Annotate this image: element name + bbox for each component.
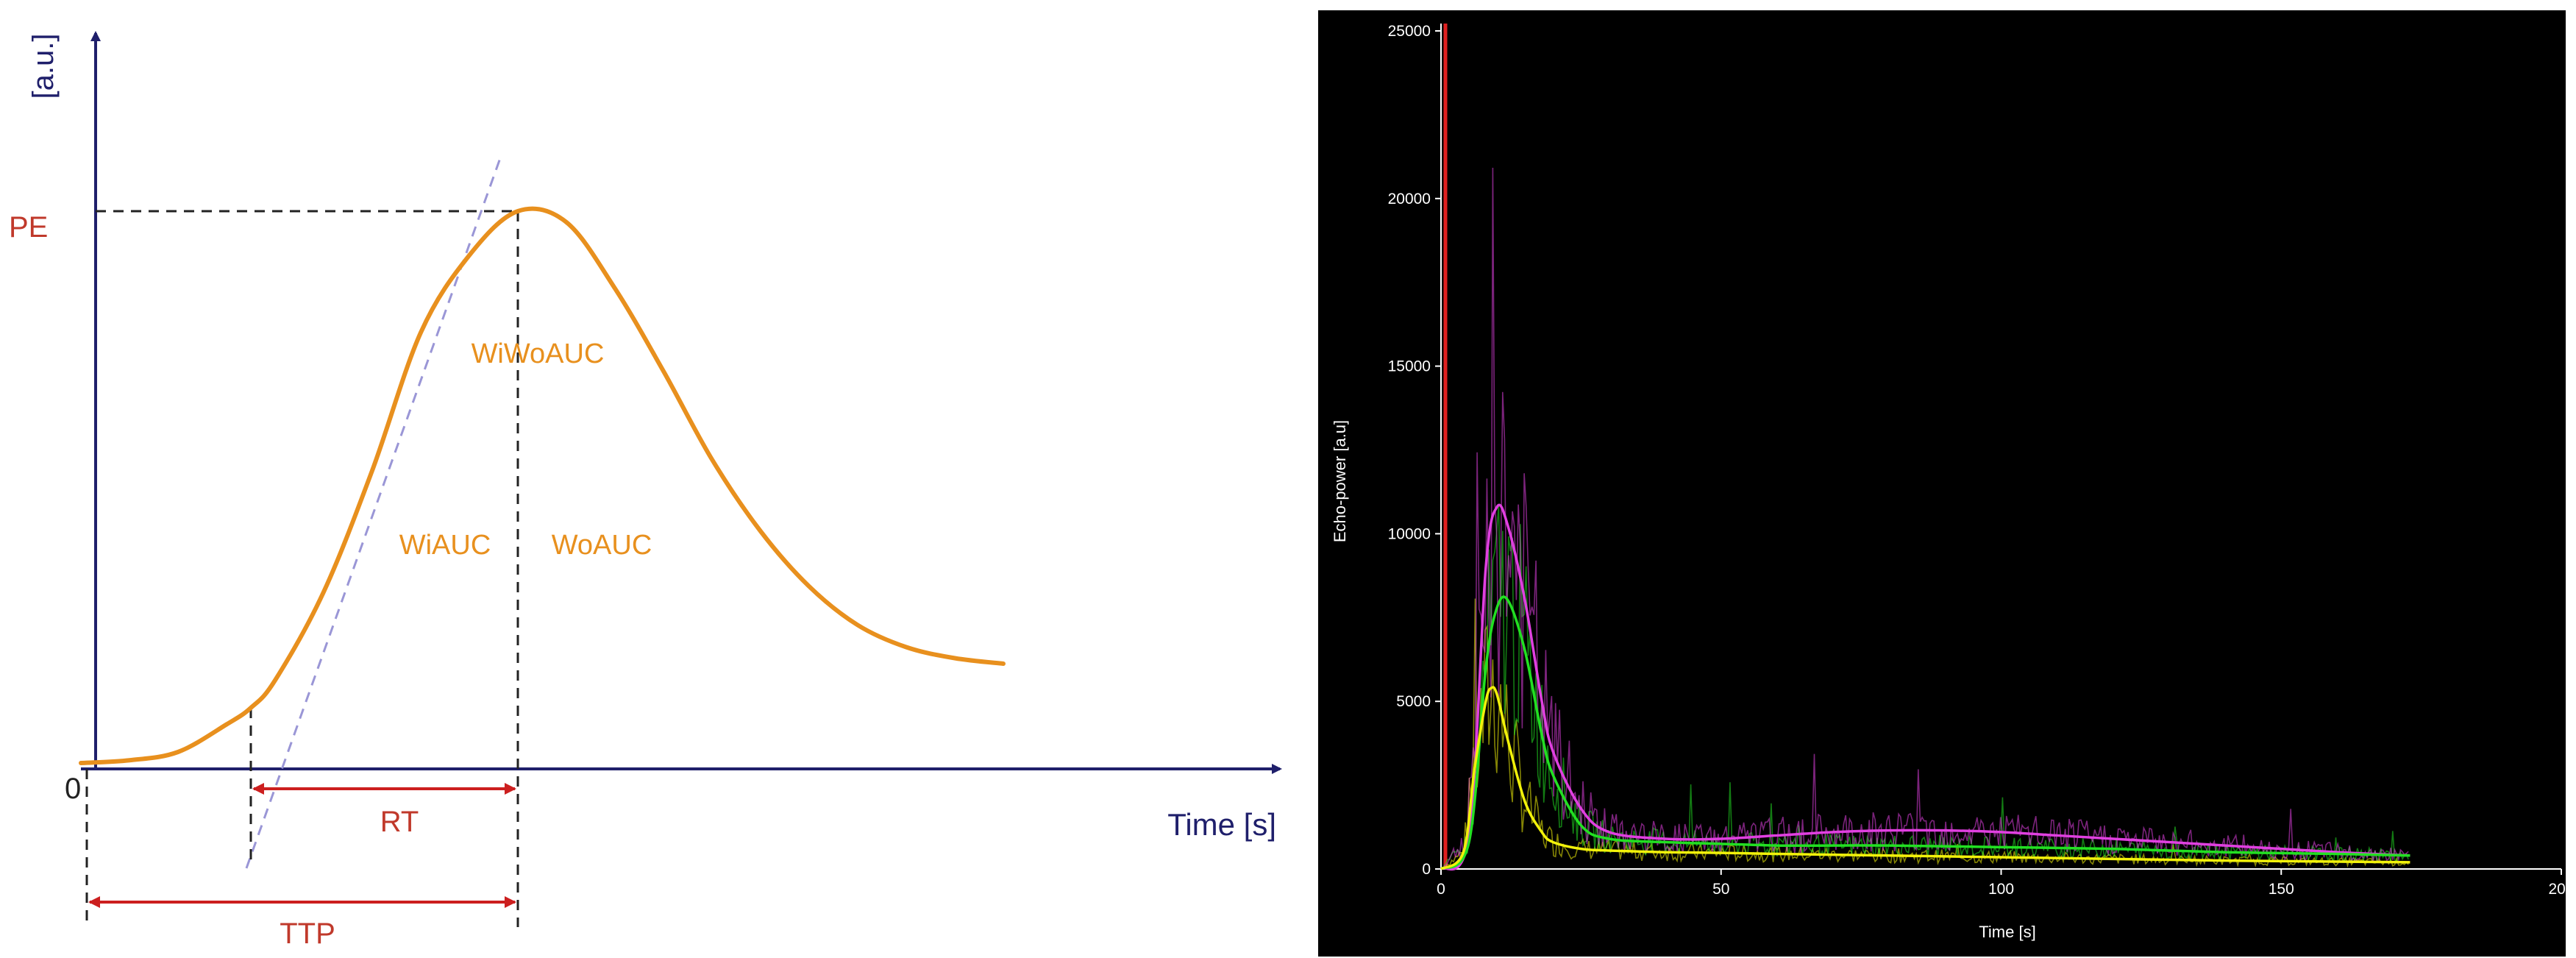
y-tick-label: 5000 bbox=[1396, 693, 1431, 710]
tic-schematic-chart: [a.u.] 0 PE Time [s] WiWoAUC WiAUC WoAUC… bbox=[9, 31, 1282, 950]
x-tick-label: 150 bbox=[2269, 881, 2294, 898]
yellow-series-fit bbox=[1440, 686, 2410, 870]
x-axis-label: Time [s] bbox=[1167, 807, 1276, 842]
origin-label: 0 bbox=[65, 773, 81, 805]
green-series-fit bbox=[1440, 595, 2410, 870]
echo-power-chart: 0 5000 10000 15000 20000 25000 0 50 100 150 200 Ti… bbox=[1318, 10, 2566, 957]
y-tick-label: 15000 bbox=[1388, 358, 1431, 375]
x-tick-label: 0 bbox=[1437, 881, 1445, 898]
x-axis-label: Time [s] bbox=[1979, 923, 2035, 941]
y-tick-label: 10000 bbox=[1388, 525, 1431, 542]
wash-in-tangent-line bbox=[245, 157, 502, 869]
time-to-peak-label: TTP bbox=[280, 918, 335, 950]
magenta-series-fit bbox=[1440, 503, 2410, 871]
y-axis-label: [a.u.] bbox=[27, 34, 60, 99]
area-label-wiauc: WiAUC bbox=[399, 530, 491, 561]
area-label-woauc: WoAUC bbox=[552, 530, 652, 561]
y-tick-label: 0 bbox=[1422, 861, 1431, 878]
rise-time-label: RT bbox=[380, 806, 419, 838]
time-intensity-curve bbox=[79, 206, 1006, 765]
x-tick-label: 50 bbox=[1712, 881, 1729, 898]
plot-background bbox=[1318, 10, 2566, 957]
y-tick-label: 20000 bbox=[1388, 191, 1431, 207]
y-axis-label: Echo-power [a.u] bbox=[1331, 420, 1349, 542]
y-tick-label: 25000 bbox=[1388, 23, 1431, 40]
area-label-wiwoauc: WiWoAUC bbox=[472, 338, 605, 369]
x-tick-label: 200 bbox=[2548, 881, 2566, 898]
peak-enhancement-label: PE bbox=[9, 211, 48, 244]
x-tick-label: 100 bbox=[1988, 881, 2014, 898]
magenta-series-raw-trace bbox=[1443, 167, 2409, 867]
